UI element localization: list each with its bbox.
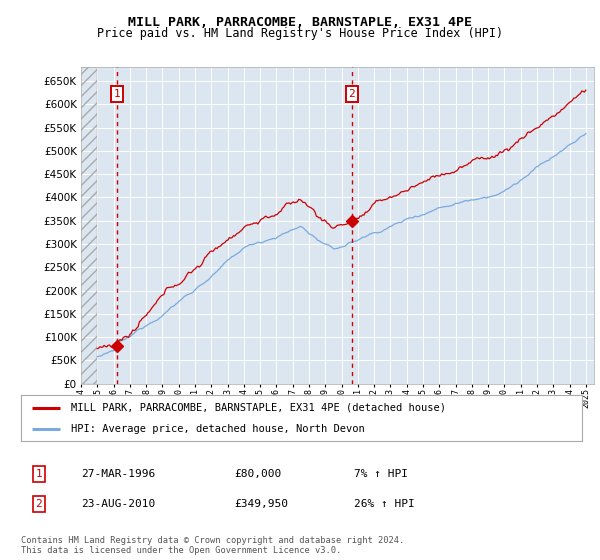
Text: Contains HM Land Registry data © Crown copyright and database right 2024.
This d: Contains HM Land Registry data © Crown c… <box>21 536 404 556</box>
Text: MILL PARK, PARRACOMBE, BARNSTAPLE, EX31 4PE: MILL PARK, PARRACOMBE, BARNSTAPLE, EX31 … <box>128 16 472 29</box>
Text: 23-AUG-2010: 23-AUG-2010 <box>81 499 155 509</box>
Text: MILL PARK, PARRACOMBE, BARNSTAPLE, EX31 4PE (detached house): MILL PARK, PARRACOMBE, BARNSTAPLE, EX31 … <box>71 403 446 413</box>
Text: 27-MAR-1996: 27-MAR-1996 <box>81 469 155 479</box>
Text: £80,000: £80,000 <box>234 469 281 479</box>
Text: 7% ↑ HPI: 7% ↑ HPI <box>354 469 408 479</box>
Text: 26% ↑ HPI: 26% ↑ HPI <box>354 499 415 509</box>
Text: 1: 1 <box>35 469 43 479</box>
Text: HPI: Average price, detached house, North Devon: HPI: Average price, detached house, Nort… <box>71 424 365 434</box>
Text: £349,950: £349,950 <box>234 499 288 509</box>
Text: Price paid vs. HM Land Registry's House Price Index (HPI): Price paid vs. HM Land Registry's House … <box>97 27 503 40</box>
Text: 1: 1 <box>114 89 121 99</box>
Text: 2: 2 <box>35 499 43 509</box>
Text: 2: 2 <box>349 89 355 99</box>
